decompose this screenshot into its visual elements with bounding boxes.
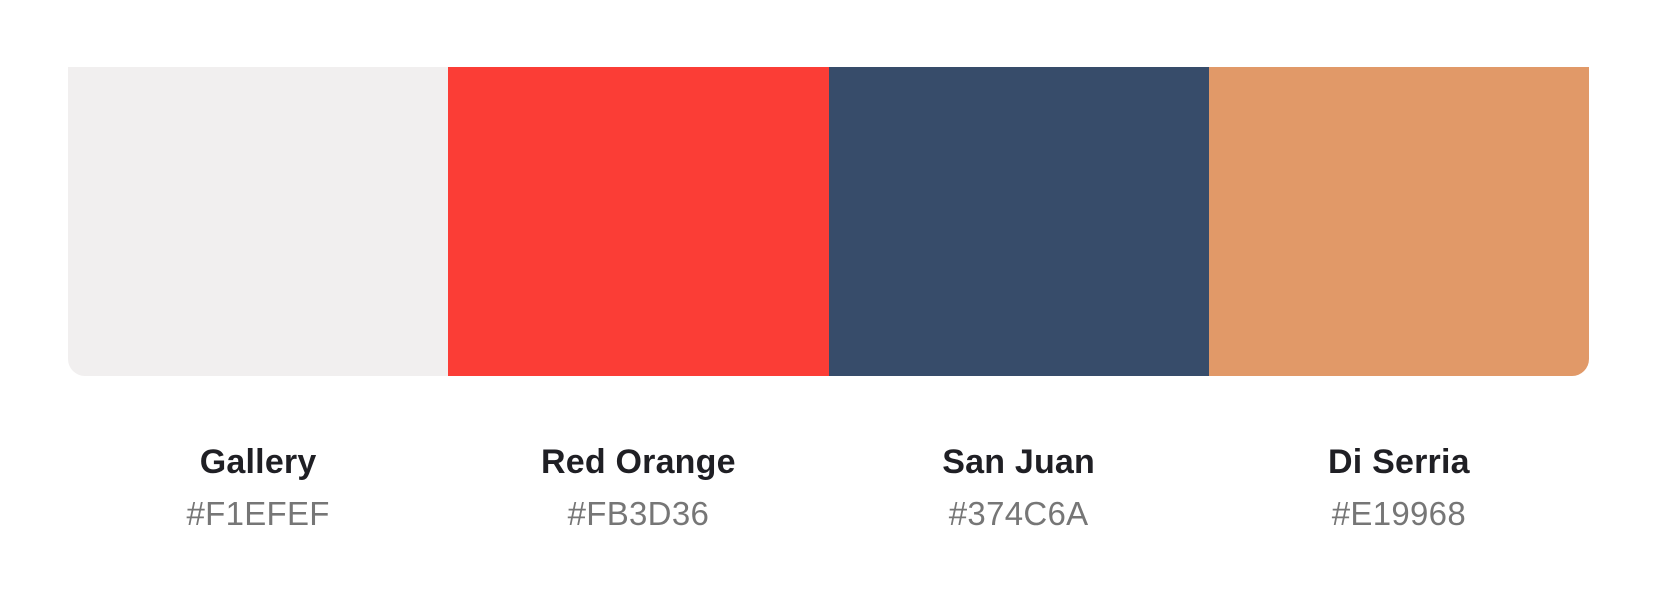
- swatch-red-orange[interactable]: [448, 67, 829, 376]
- color-name: Di Serria: [1328, 443, 1470, 481]
- color-hex-code[interactable]: #FB3D36: [567, 495, 710, 532]
- color-hex-code[interactable]: #374C6A: [948, 495, 1089, 532]
- color-name: Red Orange: [541, 443, 736, 481]
- color-palette-strip: [68, 67, 1589, 376]
- label-san-juan: San Juan #374C6A: [829, 438, 1209, 536]
- color-hex-code[interactable]: #F1EFEF: [186, 495, 330, 532]
- swatch-san-juan[interactable]: [828, 67, 1209, 376]
- color-name: San Juan: [942, 443, 1095, 481]
- color-hex-code[interactable]: #E19968: [1331, 495, 1466, 532]
- color-name: Gallery: [199, 443, 317, 481]
- label-di-serria: Di Serria #E19968: [1209, 438, 1589, 536]
- label-red-orange: Red Orange #FB3D36: [448, 438, 828, 536]
- color-labels: Gallery #F1EFEF Red Orange #FB3D36 San J…: [68, 438, 1589, 536]
- swatch-di-serria[interactable]: [1208, 67, 1589, 376]
- swatch-gallery[interactable]: [68, 67, 449, 376]
- label-gallery: Gallery #F1EFEF: [68, 438, 448, 536]
